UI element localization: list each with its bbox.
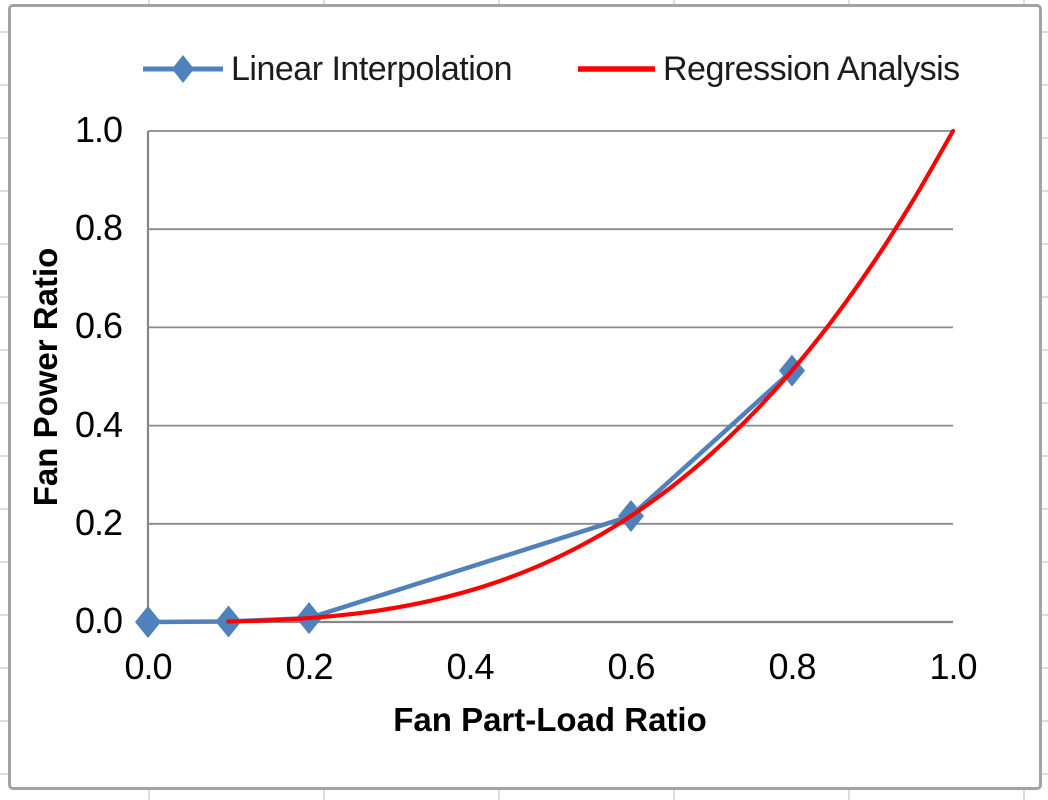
legend-item-regression-analysis[interactable]: Regression Analysis (577, 48, 960, 90)
y-tick-label: 0.4 (74, 404, 123, 446)
legend-item-linear-interpolation[interactable]: Linear Interpolation (142, 48, 513, 90)
x-tick-label: 0.2 (285, 646, 333, 687)
y-axis-title: Fan Power Ratio (27, 247, 64, 507)
x-axis-title: Fan Part-Load Ratio (393, 701, 707, 738)
series-regression-line[interactable] (226, 128, 956, 624)
y-tick-label: 0.0 (74, 600, 123, 642)
x-tick-label: 0.4 (446, 646, 494, 687)
series-linear-interpolation-line[interactable] (147, 368, 794, 625)
legend-swatch-svg (143, 55, 223, 83)
x-tick-label: 0.8 (768, 646, 816, 687)
y-tick-label: 0.8 (74, 207, 123, 249)
legend-line-swatch (577, 52, 656, 86)
chart-object[interactable] (8, 4, 1042, 790)
y-tick-label: 0.6 (74, 305, 123, 347)
x-tick-label: 0.6 (607, 646, 655, 687)
x-tick-label: 0.0 (124, 646, 172, 687)
y-tick-label: 0.2 (74, 502, 123, 544)
diamond-marker[interactable] (135, 606, 161, 638)
x-tick-label: 1.0 (929, 646, 977, 687)
y-tick-label: 1.0 (74, 109, 123, 151)
legend-line-diamond-swatch (142, 52, 224, 86)
legend-label: Regression Analysis (663, 49, 960, 88)
legend-label: Linear Interpolation (231, 49, 513, 88)
legend-swatch-svg (578, 66, 655, 72)
